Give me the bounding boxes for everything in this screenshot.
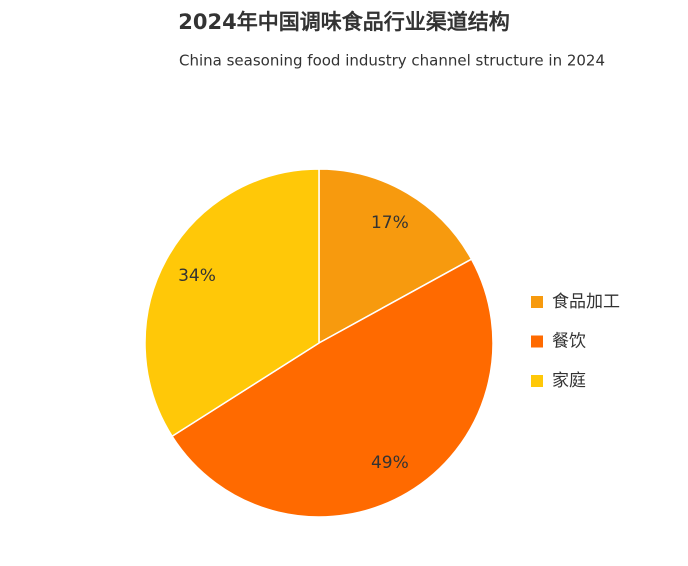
legend-label: 食品加工 — [552, 292, 620, 312]
legend-label: 餐饮 — [552, 332, 586, 352]
legend-swatch — [531, 375, 543, 387]
data-label: 17% — [371, 213, 409, 233]
data-label: 49% — [371, 453, 409, 473]
legend-swatch — [531, 335, 543, 348]
pie-slice — [171, 258, 494, 518]
chart-title: 2024年中国调味食品行业渠道结构 — [178, 10, 509, 34]
pie-slice — [318, 168, 473, 345]
legend-label: 家庭 — [552, 371, 586, 391]
chart-subtitle: China seasoning food industry channel st… — [179, 52, 605, 70]
legend-swatch — [531, 296, 543, 308]
pie-slice — [144, 168, 320, 438]
data-label: 34% — [178, 266, 216, 286]
